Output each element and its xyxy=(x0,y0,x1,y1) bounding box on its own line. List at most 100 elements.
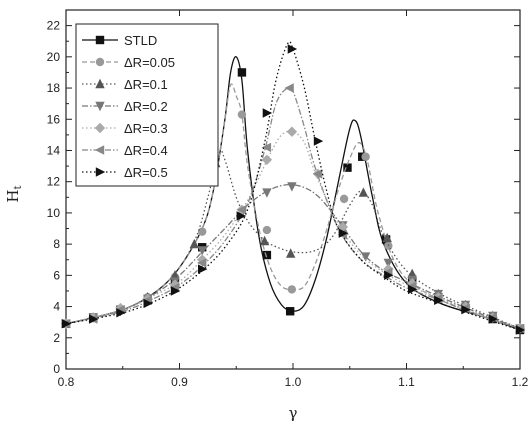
legend-label: ΔR=0.2 xyxy=(124,99,168,114)
legend-marker xyxy=(94,145,105,155)
data-point xyxy=(236,205,247,215)
legend-marker xyxy=(95,35,105,45)
data-point xyxy=(343,163,352,172)
y-tick-label: 8 xyxy=(53,237,60,251)
legend-item: ΔR=0.3 xyxy=(82,121,168,136)
data-point xyxy=(382,232,392,243)
data-point xyxy=(261,142,272,153)
data-point xyxy=(89,314,99,324)
data-point xyxy=(383,258,393,269)
legend-item: ΔR=0.1 xyxy=(82,77,168,92)
data-point xyxy=(198,264,208,274)
legend-marker xyxy=(95,167,106,177)
y-tick-label: 12 xyxy=(47,175,61,189)
series-line xyxy=(65,130,521,330)
data-point xyxy=(170,270,180,280)
data-point xyxy=(197,246,207,256)
legend-label: ΔR=0.4 xyxy=(124,143,168,158)
data-point xyxy=(488,314,498,324)
data-point xyxy=(434,295,444,305)
series-line xyxy=(65,85,521,330)
y-tick-label: 22 xyxy=(47,19,61,33)
y-tick-label: 2 xyxy=(53,331,60,345)
y-axis-label-main: H xyxy=(4,189,22,202)
data-point xyxy=(259,235,270,246)
data-point xyxy=(384,270,394,280)
legend-marker xyxy=(95,101,105,112)
data-point xyxy=(262,188,272,198)
y-tick-label: 10 xyxy=(47,206,61,220)
x-tick-label: 1.2 xyxy=(512,375,529,389)
y-tick-label: 14 xyxy=(47,143,61,157)
x-tick-label: 1.1 xyxy=(398,375,415,389)
x-axis-label: γ xyxy=(289,404,298,422)
y-axis-label: Ht xyxy=(4,185,24,202)
data-point xyxy=(116,308,126,318)
y-axis-label-subscript: t xyxy=(13,185,24,189)
svg-text:Ht: Ht xyxy=(4,185,24,202)
data-point xyxy=(197,258,207,268)
y-axis: 0 2 4 6 8 10 12 14 16 18 20 22 xyxy=(47,19,520,376)
x-tick-label: 0.9 xyxy=(171,375,188,389)
legend-label: ΔR=0.3 xyxy=(124,121,168,136)
data-point xyxy=(312,169,323,179)
data-point xyxy=(262,108,273,118)
legend-label: ΔR=0.1 xyxy=(124,77,168,92)
legend-item: ΔR=0.05 xyxy=(82,55,175,70)
y-tick-label: 6 xyxy=(53,268,60,282)
y-tick-label: 4 xyxy=(53,300,60,314)
data-point xyxy=(189,238,199,249)
data-point xyxy=(287,285,297,294)
data-point xyxy=(198,227,207,236)
data-point xyxy=(339,194,349,204)
data-point xyxy=(262,225,272,235)
y-tick-label: 16 xyxy=(47,112,61,126)
data-point xyxy=(236,211,246,221)
data-point xyxy=(358,187,369,197)
x-tick-label: 1.0 xyxy=(285,375,302,389)
series-7 xyxy=(61,40,526,335)
legend-label: STLD xyxy=(124,33,157,48)
legend-marker xyxy=(94,122,106,134)
y-tick-label: 0 xyxy=(53,362,60,376)
data-point xyxy=(408,284,418,295)
data-point xyxy=(237,110,247,119)
legend-label: ΔR=0.05 xyxy=(124,55,175,70)
y-tick-label: 18 xyxy=(47,81,61,95)
data-point xyxy=(61,319,72,329)
legend-item: ΔR=0.4 xyxy=(82,143,168,158)
data-point xyxy=(287,182,297,192)
legend-item: ΔR=0.2 xyxy=(82,99,168,114)
legend-marker xyxy=(95,78,105,89)
data-point xyxy=(360,252,371,262)
legend-item: ΔR=0.5 xyxy=(82,165,168,180)
data-point xyxy=(361,152,370,161)
x-tick-label: 0.8 xyxy=(58,375,75,389)
legend: STLD ΔR=0.05 ΔR=0.1 ΔR=0.2 ΔR=0.3 ΔR=0.4 ΔR=0.… xyxy=(75,23,219,187)
data-point xyxy=(286,248,296,258)
data-point xyxy=(262,250,272,260)
series-line xyxy=(65,83,521,330)
data-point xyxy=(170,286,181,296)
data-point xyxy=(285,307,295,316)
data-point xyxy=(261,154,273,165)
legend-marker xyxy=(95,57,105,67)
series-layer xyxy=(60,40,526,335)
data-point xyxy=(407,268,417,278)
series-line xyxy=(65,56,521,331)
data-point xyxy=(515,325,526,335)
data-point xyxy=(286,126,298,137)
data-point xyxy=(287,44,298,54)
data-point xyxy=(338,228,349,238)
data-point xyxy=(284,83,294,93)
data-point xyxy=(313,136,324,146)
data-point xyxy=(461,305,471,315)
data-point xyxy=(237,68,247,77)
y-tick-label: 20 xyxy=(47,50,61,64)
data-point xyxy=(143,298,153,309)
series-line xyxy=(65,40,521,331)
legend-label: ΔR=0.5 xyxy=(124,165,168,180)
x-axis: 0.8 0.9 1.0 1.1 1.2 xyxy=(58,10,529,389)
legend-item: STLD xyxy=(82,33,157,48)
